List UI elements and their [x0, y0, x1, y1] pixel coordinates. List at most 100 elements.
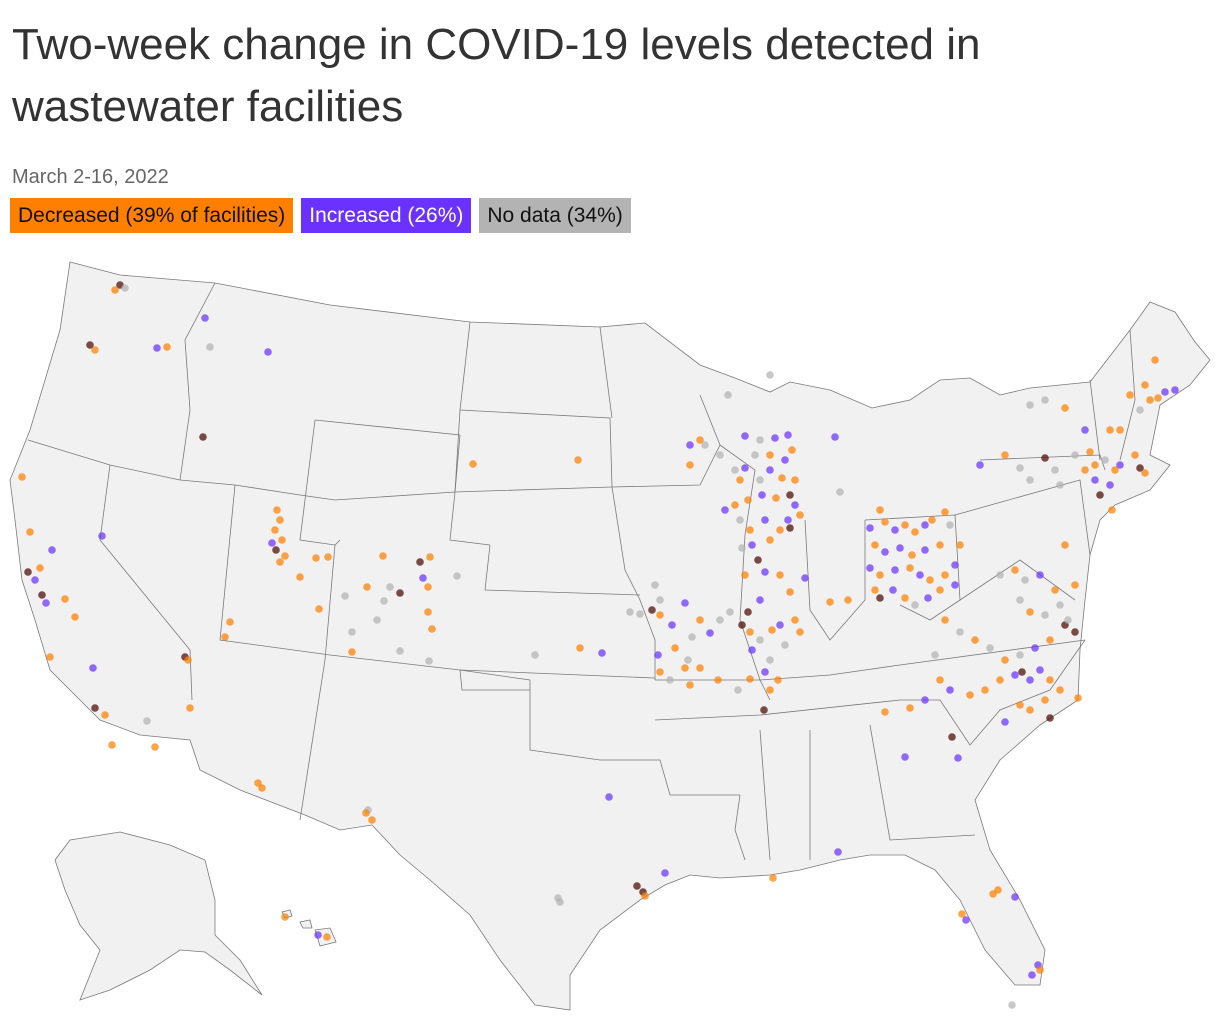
chart-subtitle: March 2-16, 2022	[12, 166, 169, 188]
facility-dot-decreased	[108, 741, 116, 749]
facility-dot-decreased	[1146, 396, 1154, 404]
facility-dot-decreased	[1116, 426, 1124, 434]
facility-dot-decreased	[61, 595, 69, 603]
facility-dot-cluster	[38, 591, 46, 599]
contiguous-us-land	[9, 261, 1211, 1011]
facility-dot-cluster	[633, 882, 641, 890]
facility-dot-increased	[605, 793, 613, 801]
facility-dots	[18, 281, 1179, 1009]
facility-dot-increased	[98, 532, 106, 540]
facility-dot-no-data	[1041, 611, 1049, 619]
facility-dot-decreased	[276, 516, 284, 524]
facility-dot-decreased	[26, 528, 34, 536]
facility-dot-decreased	[871, 541, 879, 549]
facility-dot-decreased	[994, 886, 1002, 894]
facility-dot-decreased	[736, 476, 744, 484]
facility-dot-no-data	[946, 521, 954, 529]
facility-dot-decreased	[958, 910, 966, 918]
facility-dot-no-data	[531, 651, 539, 659]
facility-dot-increased	[891, 526, 899, 534]
facility-dot-no-data	[1071, 451, 1079, 459]
facility-dot-decreased	[1016, 701, 1024, 709]
facility-dot-cluster	[1041, 454, 1049, 462]
facility-dot-increased	[706, 629, 714, 637]
facility-dot-no-data	[738, 544, 746, 552]
facility-dot-increased	[962, 916, 970, 924]
facility-dot-no-data	[836, 488, 844, 496]
facility-dot-decreased	[876, 506, 884, 514]
facility-dot-decreased	[936, 586, 944, 594]
facility-dot-decreased	[1051, 586, 1059, 594]
facility-dot-cluster	[1096, 491, 1104, 499]
facility-dot-decreased	[936, 541, 944, 549]
facility-dot-decreased	[276, 558, 284, 566]
facility-dot-increased	[834, 848, 842, 856]
facility-dot-cluster	[1046, 714, 1054, 722]
facility-dot-decreased	[906, 704, 914, 712]
facility-dot-decreased	[796, 628, 804, 636]
facility-dot-decreased	[1001, 451, 1009, 459]
facility-dot-decreased	[788, 446, 796, 454]
facility-dot-increased	[42, 599, 50, 607]
facility-dot-increased	[1081, 426, 1089, 434]
facility-dot-increased	[951, 561, 959, 569]
facility-dot-decreased	[348, 648, 356, 656]
facility-dot-decreased	[1074, 694, 1082, 702]
facility-dot-decreased	[576, 644, 584, 652]
facility-dot-decreased	[278, 536, 286, 544]
facility-dot-increased	[771, 434, 779, 442]
facility-dot-no-data	[1016, 596, 1024, 604]
facility-dot-cluster	[738, 621, 746, 629]
facility-dot-no-data	[1051, 466, 1059, 474]
facility-dot-decreased	[111, 286, 119, 294]
facility-dot-increased	[901, 753, 909, 761]
alaska-land	[54, 831, 263, 1001]
legend-increased-label: Increased (26%)	[309, 204, 464, 227]
facility-dot-increased	[866, 564, 874, 572]
facility-dot-decreased	[312, 554, 320, 562]
facility-dot-no-data	[1041, 396, 1049, 404]
facility-dot-cluster	[1136, 464, 1144, 472]
facility-dot-decreased	[766, 686, 774, 694]
facility-dot-decreased	[671, 644, 679, 652]
facility-dot-no-data	[341, 592, 349, 600]
facility-dot-increased	[153, 344, 161, 352]
facility-dot-increased	[268, 539, 276, 547]
facility-dot-decreased	[469, 460, 477, 468]
facility-dot-increased	[1116, 461, 1124, 469]
facility-dot-increased	[801, 574, 809, 582]
facility-dot-decreased	[731, 501, 739, 509]
facility-dot-increased	[1031, 644, 1039, 652]
facility-dot-decreased	[315, 605, 323, 613]
facility-dot-decreased	[101, 711, 109, 719]
legend-decreased-label: Decreased (39% of facilities)	[18, 204, 286, 227]
hawaii-island-2	[299, 919, 313, 929]
facility-dot-cluster	[86, 341, 94, 349]
facility-dot-no-data	[373, 616, 381, 624]
facility-dot-increased	[598, 649, 606, 657]
facility-dot-no-data	[425, 657, 433, 665]
facility-dot-no-data	[666, 676, 674, 684]
facility-dot-no-data	[1026, 401, 1034, 409]
facility-dot-decreased	[1141, 381, 1149, 389]
facility-dot-decreased	[871, 586, 879, 594]
facility-dot-increased	[916, 571, 924, 579]
facility-dot-decreased	[881, 708, 889, 716]
facility-dot-decreased	[323, 933, 331, 941]
facility-dot-decreased	[768, 626, 776, 634]
facility-dot-increased	[891, 566, 899, 574]
map-svg	[9, 261, 1211, 1011]
facility-dot-decreased	[1026, 608, 1034, 616]
facility-dot-decreased	[796, 511, 804, 519]
facility-dot-decreased	[1131, 451, 1139, 459]
facility-dot-decreased	[379, 552, 387, 560]
facility-dot-decreased	[956, 541, 964, 549]
facility-dot-increased	[924, 594, 932, 602]
facility-dot-cluster	[272, 546, 280, 554]
facility-dot-no-data	[1056, 601, 1064, 609]
us-map	[0, 250, 1220, 1020]
facility-dot-decreased	[696, 436, 704, 444]
facility-dot-increased	[756, 596, 764, 604]
facility-dot-decreased	[273, 506, 281, 514]
facility-dot-increased	[889, 586, 897, 594]
